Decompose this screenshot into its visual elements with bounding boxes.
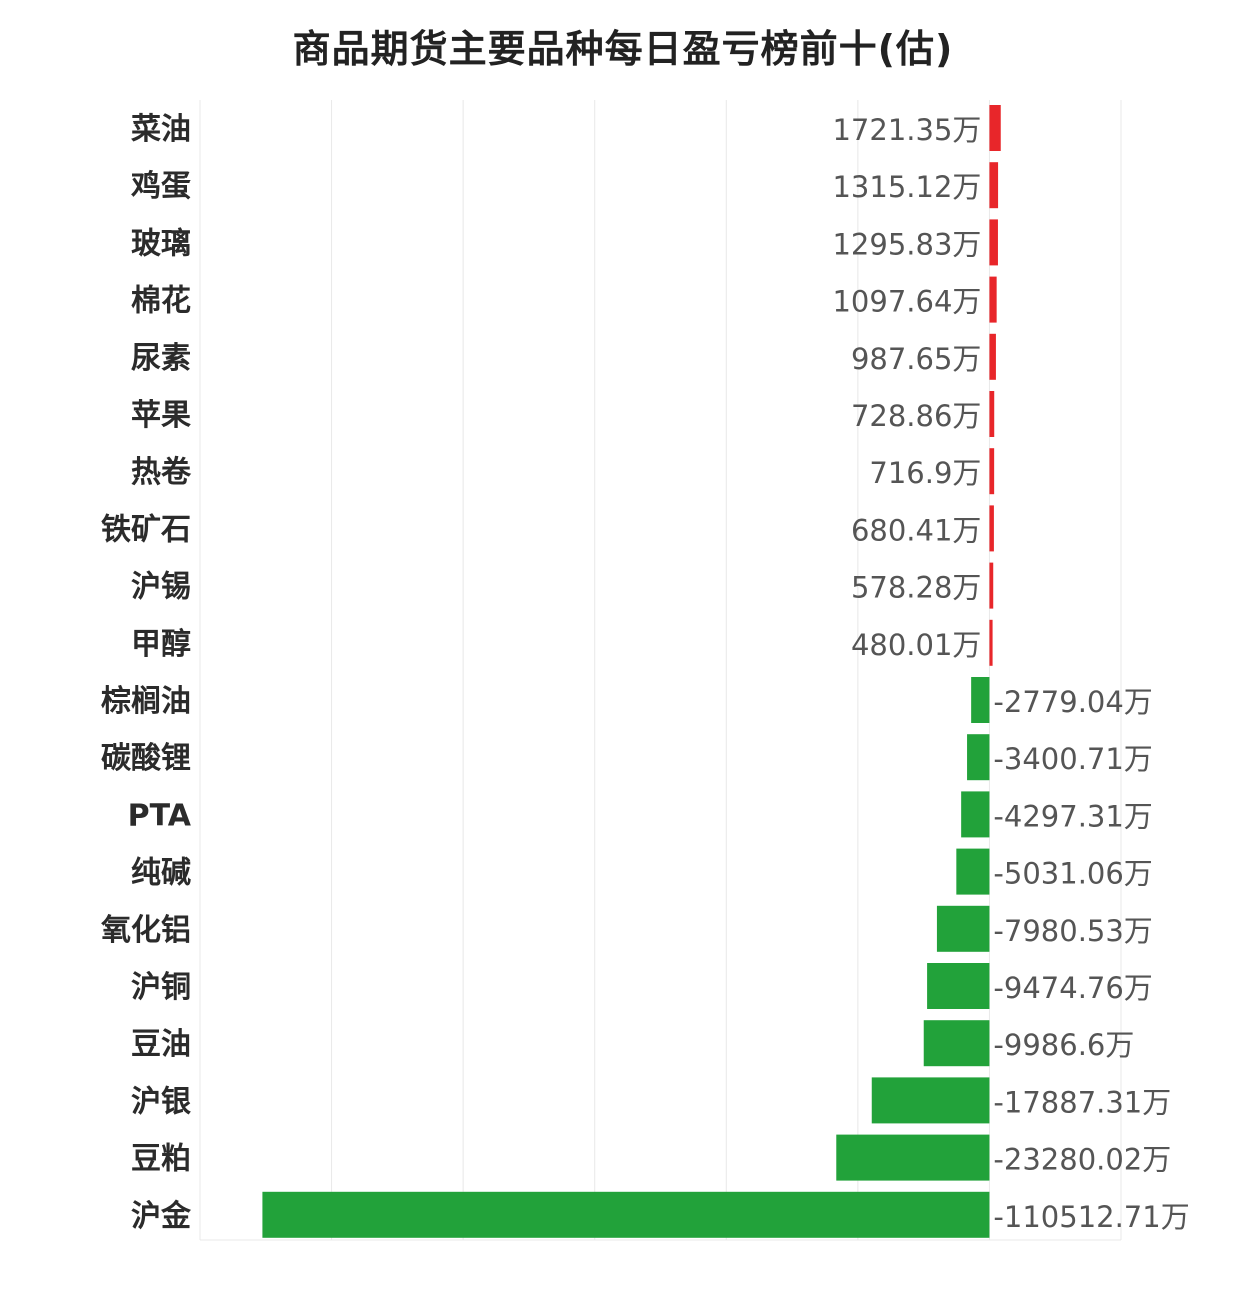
category-label: 尿素 — [131, 341, 191, 376]
value-label: 680.41万 — [851, 513, 981, 547]
category-label: 豆油 — [131, 1027, 191, 1062]
value-label: -9474.76万 — [993, 971, 1152, 1005]
value-label: 728.86万 — [851, 399, 981, 433]
bar — [989, 562, 994, 609]
bar — [262, 1191, 990, 1238]
bar — [927, 963, 990, 1009]
bar — [923, 1020, 990, 1067]
bar — [871, 1077, 990, 1124]
value-label: 578.28万 — [851, 571, 981, 605]
bars — [262, 105, 1001, 1238]
bar — [836, 1134, 990, 1181]
bar — [956, 848, 990, 895]
value-label: 716.9万 — [869, 456, 981, 490]
bar — [936, 905, 990, 952]
bar — [989, 105, 1001, 151]
category-label: 铁矿石 — [101, 512, 191, 547]
value-label: 1295.83万 — [832, 227, 981, 261]
bar — [971, 677, 990, 723]
category-label: 碳酸锂 — [101, 741, 191, 776]
category-label: 鸡蛋 — [131, 169, 191, 204]
grid-lines — [199, 100, 1122, 1241]
value-label: 987.65万 — [851, 342, 981, 376]
category-label: 棕榈油 — [101, 684, 191, 719]
category-label: 纯碱 — [131, 856, 191, 891]
value-label: -110512.71万 — [993, 1200, 1189, 1234]
value-label: 1097.64万 — [832, 285, 981, 319]
value-label: -2779.04万 — [993, 685, 1152, 719]
value-label: -5031.06万 — [993, 857, 1152, 891]
category-label: 氧化铝 — [101, 913, 191, 948]
bar — [989, 448, 995, 495]
category-label: 棉花 — [131, 284, 191, 319]
value-label: -3400.71万 — [993, 742, 1152, 776]
category-label: PTA — [128, 798, 192, 833]
value-label: -23280.02万 — [993, 1143, 1171, 1177]
chart-title: 商品期货主要品种每日盈亏榜前十(估) — [292, 27, 954, 71]
value-label: 480.01万 — [851, 628, 981, 662]
bar — [989, 333, 996, 380]
category-label: 玻璃 — [131, 226, 191, 261]
bar — [989, 219, 998, 266]
category-label: 沪铜 — [131, 970, 191, 1005]
value-label: 1315.12万 — [832, 170, 981, 204]
bar — [967, 734, 990, 781]
bar — [989, 391, 995, 437]
value-label: -9986.6万 — [993, 1028, 1134, 1062]
category-label: 沪锡 — [131, 570, 191, 605]
category-label: 热卷 — [131, 455, 192, 490]
category-label: 苹果 — [131, 398, 191, 433]
bar — [989, 276, 997, 323]
value-label: -17887.31万 — [993, 1085, 1171, 1119]
value-label: 1721.35万 — [832, 113, 981, 147]
value-label: -4297.31万 — [993, 799, 1152, 833]
category-label: 菜油 — [131, 112, 191, 147]
category-label: 沪银 — [131, 1084, 191, 1119]
bar — [989, 162, 999, 209]
category-label: 甲醇 — [131, 627, 191, 662]
bar — [961, 791, 990, 838]
value-label: -7980.53万 — [993, 914, 1152, 948]
bar — [989, 505, 994, 552]
category-label: 豆粕 — [131, 1142, 191, 1177]
category-label: 沪金 — [131, 1199, 192, 1234]
bar — [989, 619, 993, 666]
